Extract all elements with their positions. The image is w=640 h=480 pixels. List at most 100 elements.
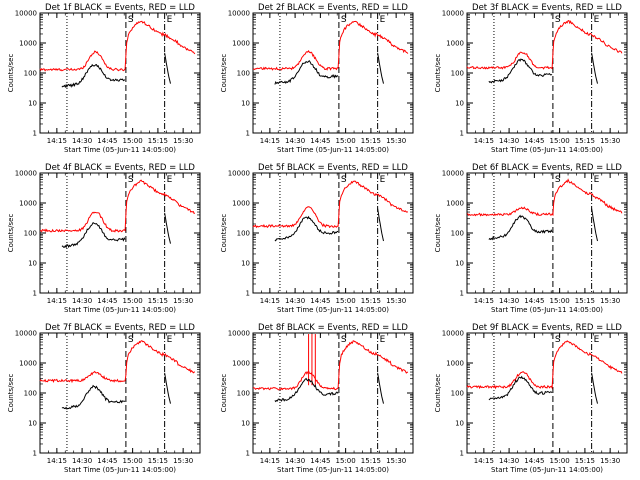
x-tick-label: 15:15 <box>361 297 381 305</box>
x-tick-label: 15:30 <box>386 137 406 145</box>
events-series-line <box>274 377 339 403</box>
y-tick-label: 10000 <box>228 10 250 18</box>
events-series-line <box>377 208 384 242</box>
panel-9: Det 9f BLACK = Events, RED = LLD 1 10 100 10… <box>434 323 628 474</box>
events-series-line <box>61 384 126 410</box>
panel-title: Det 2f BLACK = Events, RED = LLD <box>258 3 408 13</box>
x-tick-label: 15:15 <box>148 457 168 465</box>
x-tick-label: 14:15 <box>474 297 494 305</box>
y-tick-label: 10 <box>455 420 464 428</box>
time-marker-label: E <box>594 335 600 345</box>
time-marker-label: S <box>341 175 347 185</box>
y-tick-label: 10000 <box>15 330 37 338</box>
y-tick-label: 10000 <box>15 170 37 178</box>
plot-frame <box>39 12 201 134</box>
y-tick-label: 10 <box>455 260 464 268</box>
plot-frame <box>39 332 201 454</box>
panel-title: Det 9f BLACK = Events, RED = LLD <box>472 323 622 333</box>
y-tick-label: 1000 <box>19 200 37 208</box>
lld-series-line <box>39 20 196 72</box>
y-tick-label: 10000 <box>15 10 37 18</box>
lld-series-line <box>39 340 196 384</box>
x-tick-label: 14:15 <box>47 137 67 145</box>
events-series-line <box>591 52 598 84</box>
lld-series-line <box>252 180 408 229</box>
events-series-line <box>591 208 598 242</box>
y-tick-label: 1000 <box>19 360 37 368</box>
y-tick-label: 100 <box>237 70 250 78</box>
x-axis-label: Start Time (05-Jun-11 14:05:00) <box>277 306 389 314</box>
y-tick-label: 1 <box>460 130 464 138</box>
time-marker-label: S <box>555 15 561 25</box>
y-tick-label: 100 <box>24 390 37 398</box>
x-tick-label: 14:30 <box>285 137 305 145</box>
time-marker-label: E <box>380 335 386 345</box>
x-axis-label: Start Time (05-Jun-11 14:05:00) <box>64 146 176 154</box>
x-tick-label: 15:00 <box>550 457 570 465</box>
y-tick-label: 1000 <box>232 40 250 48</box>
panel-title: Det 7f BLACK = Events, RED = LLD <box>45 323 195 333</box>
y-tick-label: 1000 <box>232 360 250 368</box>
x-tick-label: 15:15 <box>575 137 595 145</box>
x-tick-label: 14:30 <box>499 137 519 145</box>
events-series-line <box>61 221 126 249</box>
y-tick-label: 1000 <box>19 40 37 48</box>
y-tick-label: 10 <box>241 420 250 428</box>
y-tick-label: 10 <box>28 100 37 108</box>
y-tick-label: 10 <box>241 100 250 108</box>
x-tick-label: 15:00 <box>550 137 570 145</box>
x-axis-label: Start Time (05-Jun-11 14:05:00) <box>491 146 603 154</box>
x-tick-label: 14:15 <box>260 137 280 145</box>
x-tick-label: 14:45 <box>97 297 117 305</box>
plot-frame <box>39 172 201 294</box>
x-tick-label: 14:45 <box>97 457 117 465</box>
x-tick-label: 15:30 <box>600 297 620 305</box>
panel-title: Det 8f BLACK = Events, RED = LLD <box>258 323 408 333</box>
y-axis-label: Counts/sec <box>434 214 442 253</box>
x-tick-label: 14:45 <box>524 457 544 465</box>
y-tick-label: 1000 <box>446 360 464 368</box>
x-tick-label: 14:15 <box>474 137 494 145</box>
x-tick-label: 14:15 <box>47 457 67 465</box>
events-series-line <box>61 63 126 89</box>
time-marker-label: E <box>594 15 600 25</box>
y-tick-label: 10000 <box>442 10 464 18</box>
events-series-line <box>377 52 384 84</box>
panel-2: Det 2f BLACK = Events, RED = LLD 1 10 100 10… <box>220 3 414 154</box>
y-axis-label: Counts/sec <box>7 214 15 253</box>
y-tick-label: 1 <box>460 290 464 298</box>
panel-3: Det 3f BLACK = Events, RED = LLD 1 10 100 10… <box>434 3 628 154</box>
y-tick-label: 100 <box>451 390 464 398</box>
x-axis-label: Start Time (05-Jun-11 14:05:00) <box>277 146 389 154</box>
y-tick-label: 1 <box>246 450 250 458</box>
x-tick-label: 14:45 <box>97 137 117 145</box>
lld-series-line <box>39 179 196 233</box>
panel-title: Det 3f BLACK = Events, RED = LLD <box>472 3 622 13</box>
time-marker-label: S <box>341 335 347 345</box>
y-axis-label: Counts/sec <box>220 214 228 253</box>
x-axis-label: Start Time (05-Jun-11 14:05:00) <box>277 466 389 474</box>
y-tick-label: 1000 <box>446 40 464 48</box>
x-axis-label: Start Time (05-Jun-11 14:05:00) <box>491 306 603 314</box>
y-tick-label: 10 <box>455 100 464 108</box>
x-tick-label: 15:00 <box>550 297 570 305</box>
events-series-line <box>488 375 553 401</box>
events-series-line <box>377 372 384 404</box>
plot-frame <box>252 172 414 294</box>
x-tick-label: 15:00 <box>123 137 143 145</box>
plot-frame <box>252 12 414 134</box>
time-marker-label: S <box>555 175 561 185</box>
y-tick-label: 1 <box>33 450 37 458</box>
y-tick-label: 10 <box>28 420 37 428</box>
y-tick-label: 100 <box>451 230 464 238</box>
x-tick-label: 15:30 <box>386 457 406 465</box>
events-series-line <box>488 58 553 84</box>
time-marker-label: S <box>128 15 134 25</box>
events-series-line <box>274 60 339 85</box>
events-series-line <box>274 215 339 242</box>
panel-1: Det 1f BLACK = Events, RED = LLD 1 10 100 10… <box>7 3 201 154</box>
x-tick-label: 15:00 <box>123 297 143 305</box>
plot-frame <box>466 332 628 454</box>
x-tick-label: 15:15 <box>148 297 168 305</box>
panel-6: Det 6f BLACK = Events, RED = LLD 1 10 100 10… <box>434 163 628 314</box>
